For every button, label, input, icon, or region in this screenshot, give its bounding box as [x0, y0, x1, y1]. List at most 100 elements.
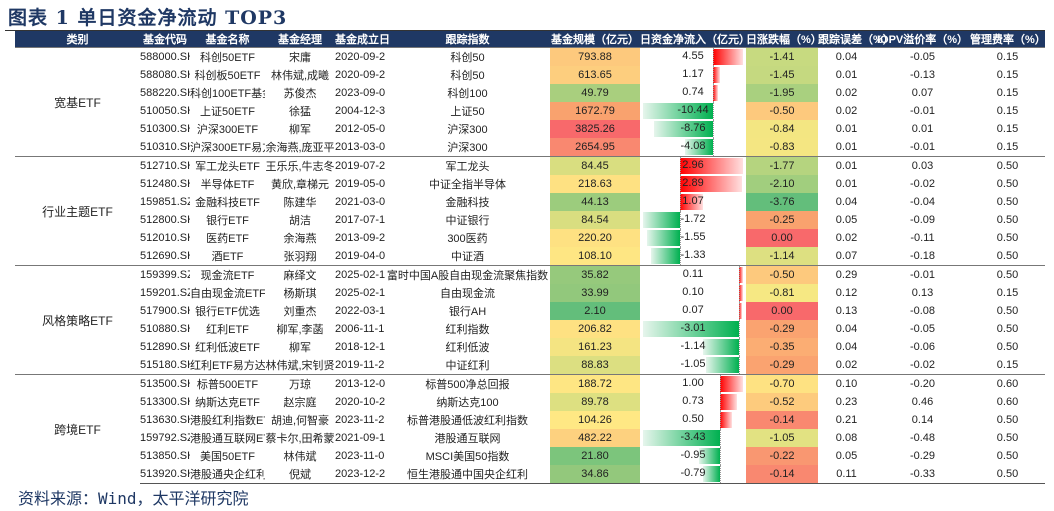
fund-size: 220.20 [550, 229, 640, 247]
bar-axis [720, 375, 722, 393]
figure-title: 图表 1 单日资金净流动 TOP3 [8, 7, 288, 29]
iopv-premium: -0.48 [909, 432, 936, 444]
tracking-index: 军工龙头 [385, 156, 550, 175]
fund-manager: 林伟斌,成曦 [270, 70, 330, 82]
fund-name: 酒ETF [211, 251, 244, 263]
management-fee: 0.15 [996, 359, 1019, 371]
outflow-bar [643, 430, 721, 446]
fund-code: 510880.SH [140, 323, 190, 335]
table-row: 跨境ETF513500.SH标普500ETF万琼2013-12-05标普500净… [15, 374, 1045, 484]
tracking-error: 0.23 [835, 396, 858, 408]
net-inflow-value: -4.08 [680, 140, 706, 152]
bar-axis [679, 211, 681, 229]
net-inflow-value: 1.17 [682, 68, 704, 80]
inception-date: 2013-09-23 [335, 232, 385, 244]
fund-manager: 柳军 [289, 342, 311, 354]
inflow-bar [720, 376, 743, 392]
management-fee: 0.50 [996, 305, 1019, 317]
management-fee: 0.50 [996, 414, 1019, 426]
bar-axis [720, 447, 722, 465]
tracking-error: 0.07 [835, 250, 858, 262]
fund-manager: 柳军,李菡 [276, 324, 324, 336]
column-header: 基金经理 [265, 31, 335, 48]
bar-axis [720, 465, 722, 483]
table-row: 513920.SH港股通央企红利ETF倪斌2023-12-20恒生港股通中国央企… [15, 465, 1045, 484]
fund-name: 沪深300ETF [196, 124, 259, 136]
fund-size: 1672.79 [550, 102, 640, 120]
fund-code: 159792.SZ [140, 432, 190, 444]
outflow-bar [643, 212, 680, 228]
bar-axis [712, 48, 714, 66]
daily-change: -1.45 [746, 66, 818, 84]
management-fee: 0.15 [996, 105, 1019, 117]
net-inflow-value: 1.00 [682, 377, 704, 389]
daily-change: -0.35 [746, 338, 818, 356]
fund-size: 206.82 [550, 320, 640, 338]
net-inflow-cell: -3.01 [640, 320, 746, 338]
bar-axis [739, 320, 741, 338]
inception-date: 2021-03-04 [335, 196, 385, 208]
iopv-premium: -0.01 [875, 265, 970, 284]
tracking-error: 0.04 [835, 196, 858, 208]
fund-code: 159851.SZ [140, 196, 190, 208]
title-rule [5, 30, 1045, 31]
iopv-premium: 0.13 [911, 287, 934, 299]
net-inflow-value: 4.55 [682, 50, 704, 62]
fund-code: 513500.SH [140, 374, 190, 393]
fund-manager: 杨斯琪 [283, 288, 317, 300]
bar-axis [739, 284, 741, 302]
daily-change: -0.50 [746, 102, 818, 120]
table-row: 风格策略ETF159399.SZ现金流ETF麻绎文2025-02-19富时中国A… [15, 265, 1045, 375]
tracking-index: 上证50 [450, 106, 485, 118]
fund-code: 512010.SH [140, 232, 190, 244]
outflow-bar [698, 448, 721, 464]
net-inflow-cell: 2.89 [640, 175, 746, 193]
iopv-premium: -0.01 [909, 105, 936, 117]
fund-name: 上证50ETF [199, 106, 255, 118]
table-row: 行业主题ETF512710.SH军工龙头ETF王乐乐,牛志冬2019-07-23… [15, 156, 1045, 266]
tracking-index: 中证全指半导体 [429, 179, 506, 191]
table-row: 588080.SH 科创板50ETF 林伟斌,成曦 2020-09-28 科创50 613… [15, 66, 1045, 84]
tracking-error: 0.04 [835, 341, 858, 353]
daily-change: -0.81 [746, 284, 818, 302]
fund-manager: 黄欣,章梯元 [270, 179, 330, 191]
management-fee: 0.50 [970, 465, 1045, 484]
fund-code: 512480.SH [140, 178, 190, 190]
inception-date: 2017-07-18 [335, 214, 385, 226]
inflow-bar [739, 267, 743, 283]
fund-name: 红利ETF [206, 324, 249, 336]
fund-manager: 张羽翔 [283, 251, 317, 263]
column-header: 跟踪误差（%） [818, 31, 894, 48]
tracking-error: 0.12 [835, 287, 858, 299]
daily-change: -0.83 [746, 138, 818, 157]
tracking-error: 0.01 [835, 123, 858, 135]
net-inflow-value: -0.95 [680, 449, 706, 461]
net-inflow-cell: 1.00 [640, 374, 746, 393]
column-header: 日资金净流入（亿元） [640, 31, 750, 48]
fund-code: 510310.SH [140, 141, 190, 153]
fund-size: 793.88 [550, 47, 640, 66]
fund-code: 588000.SH [140, 47, 190, 66]
inception-date: 2022-03-15 [335, 305, 385, 317]
table-row: 515180.SH 红利ETF易方达 林伟斌,宋钊贤 2019-11-26 中证红利 88… [15, 356, 1045, 375]
tracking-error: 0.08 [835, 432, 858, 444]
tracking-index: 金融科技 [445, 197, 490, 209]
fund-manager: 林伟斌,宋钊贤 [265, 360, 335, 372]
inflow-bar [679, 176, 742, 192]
category-cell: 行业主题ETF [15, 156, 140, 266]
fund-size: 49.79 [550, 84, 640, 102]
fund-code: 159399.SZ [140, 265, 190, 284]
fund-name: 科创50ETF [190, 47, 265, 66]
tracking-index: 恒生港股通中国央企红利 [385, 465, 550, 484]
net-inflow-value: 0.11 [682, 268, 704, 280]
bar-axis [679, 157, 681, 175]
inception-date: 2023-11-23 [335, 414, 385, 426]
table-row: 513630.SH港股红利指数ETF 胡迪,何智豪 2023-11-23 标普港股通低… [15, 411, 1045, 429]
management-fee: 0.50 [996, 341, 1019, 353]
fund-manager: 苏俊杰 [283, 88, 317, 100]
column-header: 基金代码 [140, 31, 190, 48]
net-inflow-cell: 0.07 [640, 302, 746, 320]
fund-code: 588220.SH [140, 87, 190, 99]
fund-manager: 麻绎文 [265, 265, 335, 284]
daily-change: -0.50 [746, 265, 818, 284]
